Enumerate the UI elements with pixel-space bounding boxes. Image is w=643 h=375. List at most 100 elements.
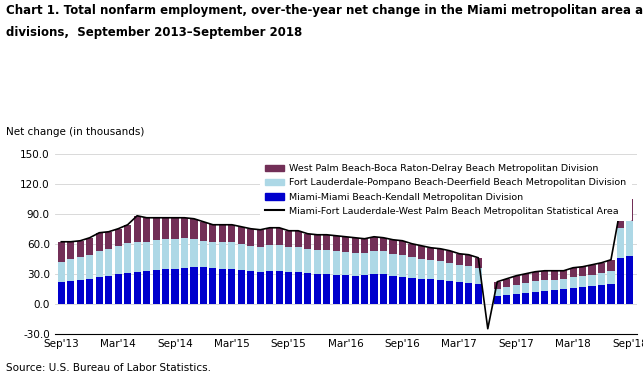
Bar xyxy=(390,276,397,304)
Bar xyxy=(370,251,377,274)
Bar xyxy=(248,229,255,246)
Bar xyxy=(522,283,529,293)
Text: Source: U.S. Bureau of Labor Statistics.: Source: U.S. Bureau of Labor Statistics. xyxy=(6,363,212,373)
Bar xyxy=(276,271,283,304)
Bar xyxy=(456,254,463,265)
Bar xyxy=(466,255,473,266)
Bar xyxy=(124,225,131,243)
Bar xyxy=(418,259,425,279)
Bar xyxy=(162,239,169,269)
Bar xyxy=(219,242,226,269)
Bar xyxy=(370,274,377,304)
Bar xyxy=(617,208,624,228)
Bar xyxy=(323,235,331,250)
Text: Net change (in thousands): Net change (in thousands) xyxy=(6,127,145,137)
Bar xyxy=(304,273,311,304)
Bar xyxy=(494,296,501,304)
Bar xyxy=(380,238,387,251)
Bar xyxy=(560,289,567,304)
Bar xyxy=(361,275,368,304)
Bar xyxy=(266,271,273,304)
Bar xyxy=(114,229,122,246)
Bar xyxy=(143,242,150,271)
Bar xyxy=(152,218,159,240)
Bar xyxy=(219,225,226,242)
Bar xyxy=(352,253,359,276)
Bar xyxy=(294,247,302,272)
Bar xyxy=(503,279,511,287)
Bar xyxy=(342,252,349,275)
Bar xyxy=(608,284,615,304)
Bar xyxy=(466,283,473,304)
Bar xyxy=(200,241,207,267)
Bar xyxy=(361,239,368,253)
Bar xyxy=(626,256,633,304)
Bar xyxy=(294,231,302,247)
Bar xyxy=(541,291,548,304)
Bar xyxy=(124,243,131,273)
Bar xyxy=(570,288,577,304)
Legend: West Palm Beach-Boca Raton-Delray Beach Metropolitan Division, Fort Lauderdale-P: West Palm Beach-Boca Raton-Delray Beach … xyxy=(260,159,632,221)
Bar xyxy=(190,267,197,304)
Bar xyxy=(266,228,273,245)
Bar xyxy=(399,277,406,304)
Bar xyxy=(560,279,567,289)
Bar xyxy=(626,221,633,256)
Bar xyxy=(228,242,235,269)
Bar xyxy=(285,231,293,247)
Bar xyxy=(512,294,520,304)
Bar xyxy=(428,248,435,260)
Bar xyxy=(550,271,557,280)
Bar xyxy=(77,241,84,257)
Bar xyxy=(598,263,605,273)
Bar xyxy=(446,263,453,281)
Bar xyxy=(77,257,84,280)
Bar xyxy=(532,272,539,281)
Bar xyxy=(428,279,435,304)
Bar xyxy=(380,274,387,304)
Bar xyxy=(190,219,197,239)
Bar xyxy=(342,275,349,304)
Bar xyxy=(503,287,511,295)
Bar xyxy=(134,216,141,242)
Bar xyxy=(114,246,122,274)
Bar xyxy=(210,224,217,242)
Bar xyxy=(598,273,605,285)
Bar xyxy=(503,295,511,304)
Bar xyxy=(475,268,482,284)
Bar xyxy=(200,222,207,241)
Bar xyxy=(285,247,293,272)
Bar xyxy=(332,275,340,304)
Bar xyxy=(408,278,415,304)
Bar xyxy=(512,285,520,294)
Bar xyxy=(238,244,245,270)
Bar xyxy=(304,249,311,273)
Bar xyxy=(588,286,595,304)
Bar xyxy=(77,280,84,304)
Bar xyxy=(238,270,245,304)
Bar xyxy=(172,218,179,239)
Bar xyxy=(314,274,321,304)
Bar xyxy=(408,257,415,278)
Bar xyxy=(390,254,397,276)
Bar xyxy=(560,270,567,279)
Bar xyxy=(114,274,122,304)
Bar xyxy=(437,249,444,261)
Bar xyxy=(58,282,65,304)
Bar xyxy=(626,199,633,221)
Bar xyxy=(228,225,235,242)
Bar xyxy=(190,239,197,267)
Bar xyxy=(532,292,539,304)
Bar xyxy=(428,260,435,279)
Bar xyxy=(105,232,113,249)
Bar xyxy=(96,277,103,304)
Bar xyxy=(608,271,615,284)
Bar xyxy=(152,270,159,304)
Bar xyxy=(257,272,264,304)
Bar xyxy=(58,262,65,282)
Bar xyxy=(570,277,577,288)
Bar xyxy=(522,274,529,283)
Bar xyxy=(248,246,255,271)
Bar xyxy=(456,265,463,282)
Bar xyxy=(323,274,331,304)
